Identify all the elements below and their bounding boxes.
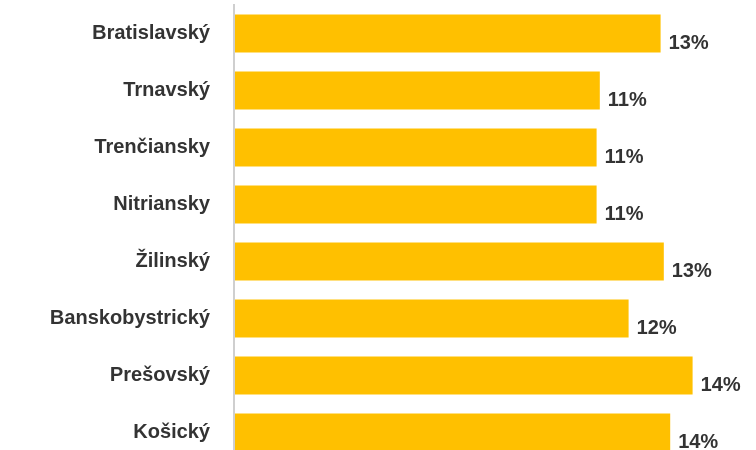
bar bbox=[235, 356, 693, 395]
value-label: 13% bbox=[669, 32, 709, 54]
category-label: Žilinský bbox=[136, 248, 211, 272]
value-label: 13% bbox=[672, 260, 712, 282]
value-label: 14% bbox=[701, 374, 741, 396]
value-label: 14% bbox=[678, 431, 718, 450]
bar bbox=[235, 185, 597, 224]
value-label: 12% bbox=[637, 317, 677, 339]
category-label: Trenčiansky bbox=[94, 136, 211, 158]
category-label: Trnavský bbox=[123, 79, 211, 101]
value-label: 11% bbox=[605, 203, 644, 225]
value-label: 11% bbox=[608, 89, 647, 111]
bar bbox=[235, 71, 600, 110]
category-label: Prešovský bbox=[110, 364, 211, 386]
bar bbox=[235, 128, 597, 167]
category-label: Košický bbox=[133, 421, 211, 443]
category-label: Banskobystrický bbox=[50, 307, 211, 329]
bar bbox=[235, 242, 664, 281]
category-label: Nitriansky bbox=[113, 193, 211, 215]
bar bbox=[235, 14, 661, 53]
bar bbox=[235, 299, 629, 338]
category-label: Bratislavský bbox=[92, 22, 211, 44]
bar bbox=[235, 413, 671, 450]
value-label: 11% bbox=[605, 146, 644, 168]
